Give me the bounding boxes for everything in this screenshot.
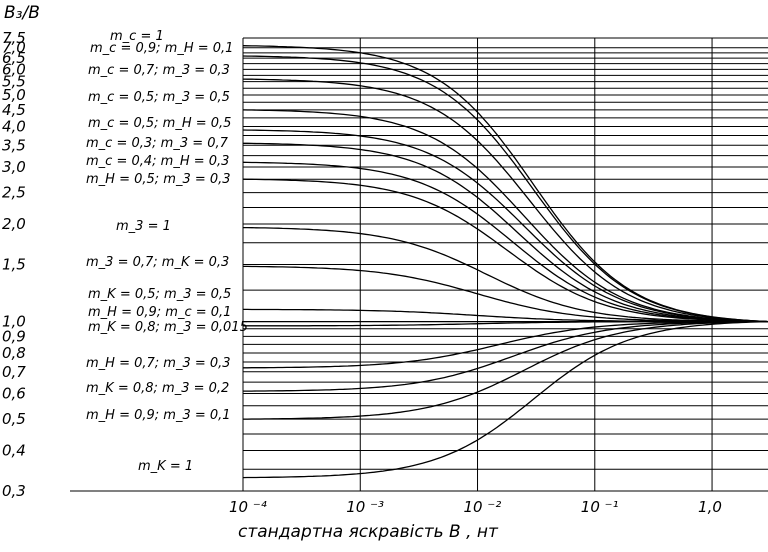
series-label: m_c = 1 [110, 29, 164, 44]
y-tick-label: 1,5 [2, 256, 26, 274]
series-line [243, 320, 768, 420]
series-line [242, 178, 768, 323]
y-tick-label: 4,0 [2, 117, 26, 135]
x-tick-label: 10 ⁻¹ [581, 498, 619, 516]
series-line [242, 161, 768, 323]
series-line [242, 55, 768, 323]
y-tick-label: 0,5 [2, 410, 26, 428]
x-tick-label: 10 ⁻⁴ [229, 498, 267, 516]
series-label: m_H = 0,9; m_c = 0,1 [88, 305, 231, 320]
y-axis-title: B₃/B [4, 3, 40, 23]
x-tick-label: 10 ⁻² [464, 498, 502, 516]
series-label: m_3 = 0,7; m_K = 0,3 [86, 255, 229, 270]
series-line [242, 320, 768, 479]
series-line [243, 320, 768, 327]
y-tick-label: 0,9 [2, 327, 26, 345]
series-label: m_c = 0,3; m_3 = 0,7 [86, 136, 229, 151]
series-label: m_c = 0,4; m_H = 0,3 [86, 154, 229, 169]
series-line [243, 142, 768, 323]
series-line [243, 226, 768, 323]
series-label: m_H = 0,9; m_3 = 0,1 [86, 408, 231, 423]
y-tick-label: 6,0 [2, 60, 26, 78]
y-tick-label: 2,5 [2, 184, 26, 202]
x-tick-label: 1,0 [698, 498, 722, 516]
series-line [243, 320, 768, 392]
series-line [242, 45, 768, 323]
series-label: m_K = 0,8; m_3 = 0,015 [88, 320, 248, 335]
series-label: m_K = 1 [138, 459, 193, 474]
series-label: m_3 = 1 [116, 219, 171, 234]
x-axis-title: стандартна яскравість B , нт [238, 522, 499, 542]
y-tick-label: 5,5 [2, 73, 26, 91]
y-tick-label: 0,3 [2, 482, 26, 500]
labels: 7,57,06,56,05,55,04,54,03,5 3,0 2,5 2,0 1,5 1… [2, 29, 722, 516]
y-tick-label: 6,5 [2, 49, 26, 67]
y-tick-label: 0,7 [2, 363, 26, 381]
y-tick-label: 1,0 [2, 313, 26, 331]
y-tick-label: 0,6 [2, 384, 26, 402]
series-label: m_K = 0,8; m_3 = 0,2 [86, 381, 229, 396]
y-tick-label: 7,0 [2, 39, 26, 57]
series-line [243, 320, 768, 369]
y-tick-label: 4,5 [2, 101, 26, 119]
series-label: m_c = 0,5; m_H = 0,5 [88, 116, 231, 131]
y-tick-label: 2,0 [2, 215, 26, 233]
series-line [242, 129, 768, 323]
series-label: m_c = 0,9; m_H = 0,1 [90, 41, 233, 56]
series-label: m_c = 0,7; m_3 = 0,3 [88, 63, 230, 78]
y-tick-label: 0,8 [2, 344, 26, 362]
x-tick-label: 10 ⁻³ [346, 498, 384, 516]
series-label: m_K = 0,5; m_3 = 0,5 [88, 287, 231, 302]
curves [242, 45, 768, 479]
y-tick-label: 7,5 [2, 29, 26, 47]
series-label: m_H = 0,7; m_3 = 0,3 [86, 356, 231, 371]
series-label: m_c = 0,5; m_3 = 0,5 [88, 90, 230, 105]
y-tick-label: 3,5 [2, 136, 26, 154]
y-tick-label: 5,0 [2, 86, 26, 104]
series-label: m_H = 0,5; m_3 = 0,3 [86, 172, 231, 187]
series-line [242, 78, 768, 323]
series-line [242, 109, 768, 323]
y-tick-label: 0,4 [2, 442, 26, 460]
y-tick-label: 3,0 [2, 158, 26, 176]
